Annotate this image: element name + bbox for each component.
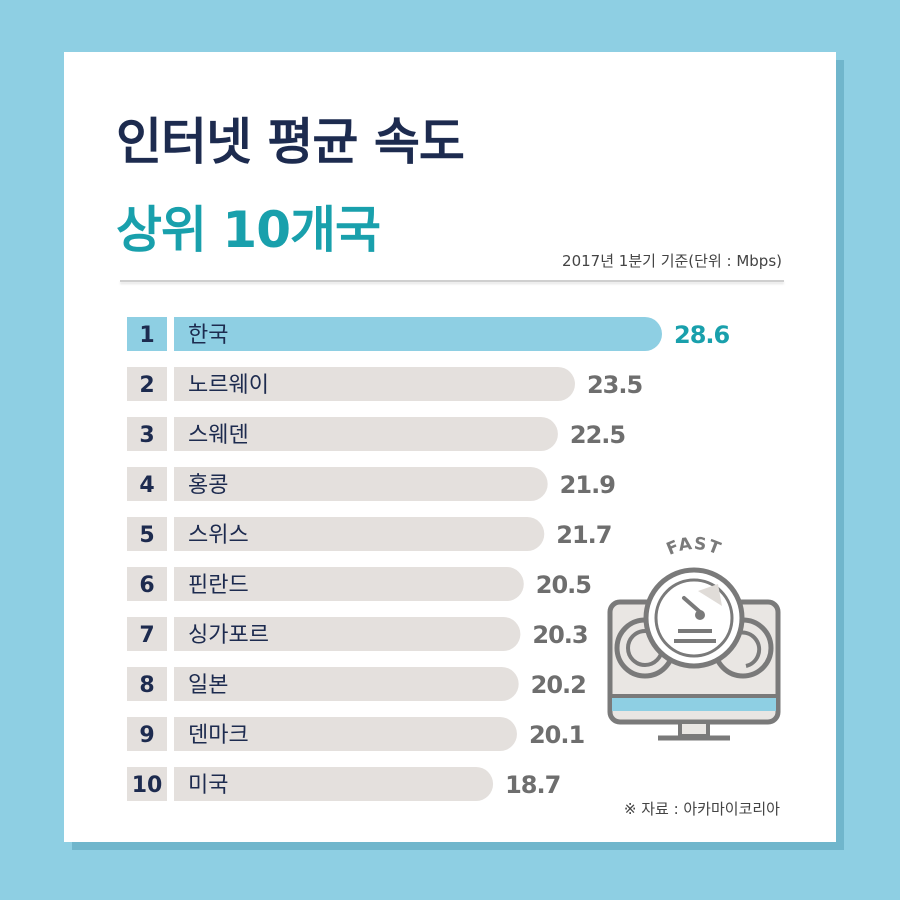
value-label: 20.5	[536, 571, 592, 599]
value-label: 18.7	[505, 771, 560, 799]
rank-box	[127, 467, 167, 501]
rank-label: 5	[139, 523, 154, 548]
svg-text:FAST: FAST	[664, 534, 724, 560]
category-label: 핀란드	[188, 573, 249, 598]
source-note: ※ 자료 : 아카마이코리아	[623, 800, 780, 818]
value-label: 21.7	[556, 521, 611, 549]
rank-label: 7	[139, 623, 154, 648]
bar	[174, 517, 545, 551]
rank-box	[127, 717, 167, 751]
bar	[174, 317, 662, 351]
rank-label: 3	[139, 423, 154, 448]
rank-label: 6	[139, 573, 154, 598]
category-label: 미국	[188, 773, 228, 798]
category-label: 덴마크	[188, 723, 249, 748]
category-label: 노르웨이	[188, 373, 269, 398]
value-label: 20.3	[532, 621, 587, 649]
value-label: 20.2	[531, 671, 586, 699]
value-label: 20.1	[529, 721, 585, 749]
category-label: 홍콩	[188, 473, 228, 498]
rank-label: 1	[139, 323, 154, 348]
category-label: 스웨덴	[188, 423, 249, 448]
value-label: 22.5	[570, 421, 626, 449]
title-divider	[120, 280, 784, 282]
bar	[174, 667, 519, 701]
bar	[174, 467, 548, 501]
rank-box	[127, 417, 167, 451]
chart-subtitle: 2017년 1분기 기준(단위 : Mbps)	[562, 252, 782, 270]
category-label: 일본	[188, 673, 228, 698]
bar	[174, 617, 521, 651]
rank-label: 8	[139, 673, 154, 698]
rank-label: 4	[139, 473, 154, 498]
rank-label: 2	[139, 373, 154, 398]
value-label: 28.6	[674, 321, 730, 349]
rank-box	[127, 367, 167, 401]
title-line-1: 인터넷 평균 속도	[116, 113, 465, 171]
bar	[174, 367, 575, 401]
category-label: 스위스	[188, 523, 249, 548]
rank-label: 9	[139, 723, 154, 748]
rank-box	[127, 517, 167, 551]
bar	[174, 717, 517, 751]
rank-box	[127, 767, 167, 801]
category-label: 한국	[188, 323, 228, 348]
category-label: 싱가포르	[188, 623, 269, 648]
speedometer-monitor-icon: FAST	[607, 534, 781, 741]
value-label: 23.5	[587, 371, 643, 399]
rank-box	[127, 667, 167, 701]
bar	[174, 767, 494, 801]
rank-box	[127, 617, 167, 651]
title-line-2: 상위 10개국	[116, 201, 381, 259]
bar	[174, 567, 524, 601]
fast-label: FAST	[664, 534, 723, 560]
value-label: 21.9	[560, 471, 616, 499]
rank-label: 10	[132, 773, 163, 798]
rank-box	[127, 317, 167, 351]
bar	[174, 417, 558, 451]
rank-box	[127, 567, 167, 601]
